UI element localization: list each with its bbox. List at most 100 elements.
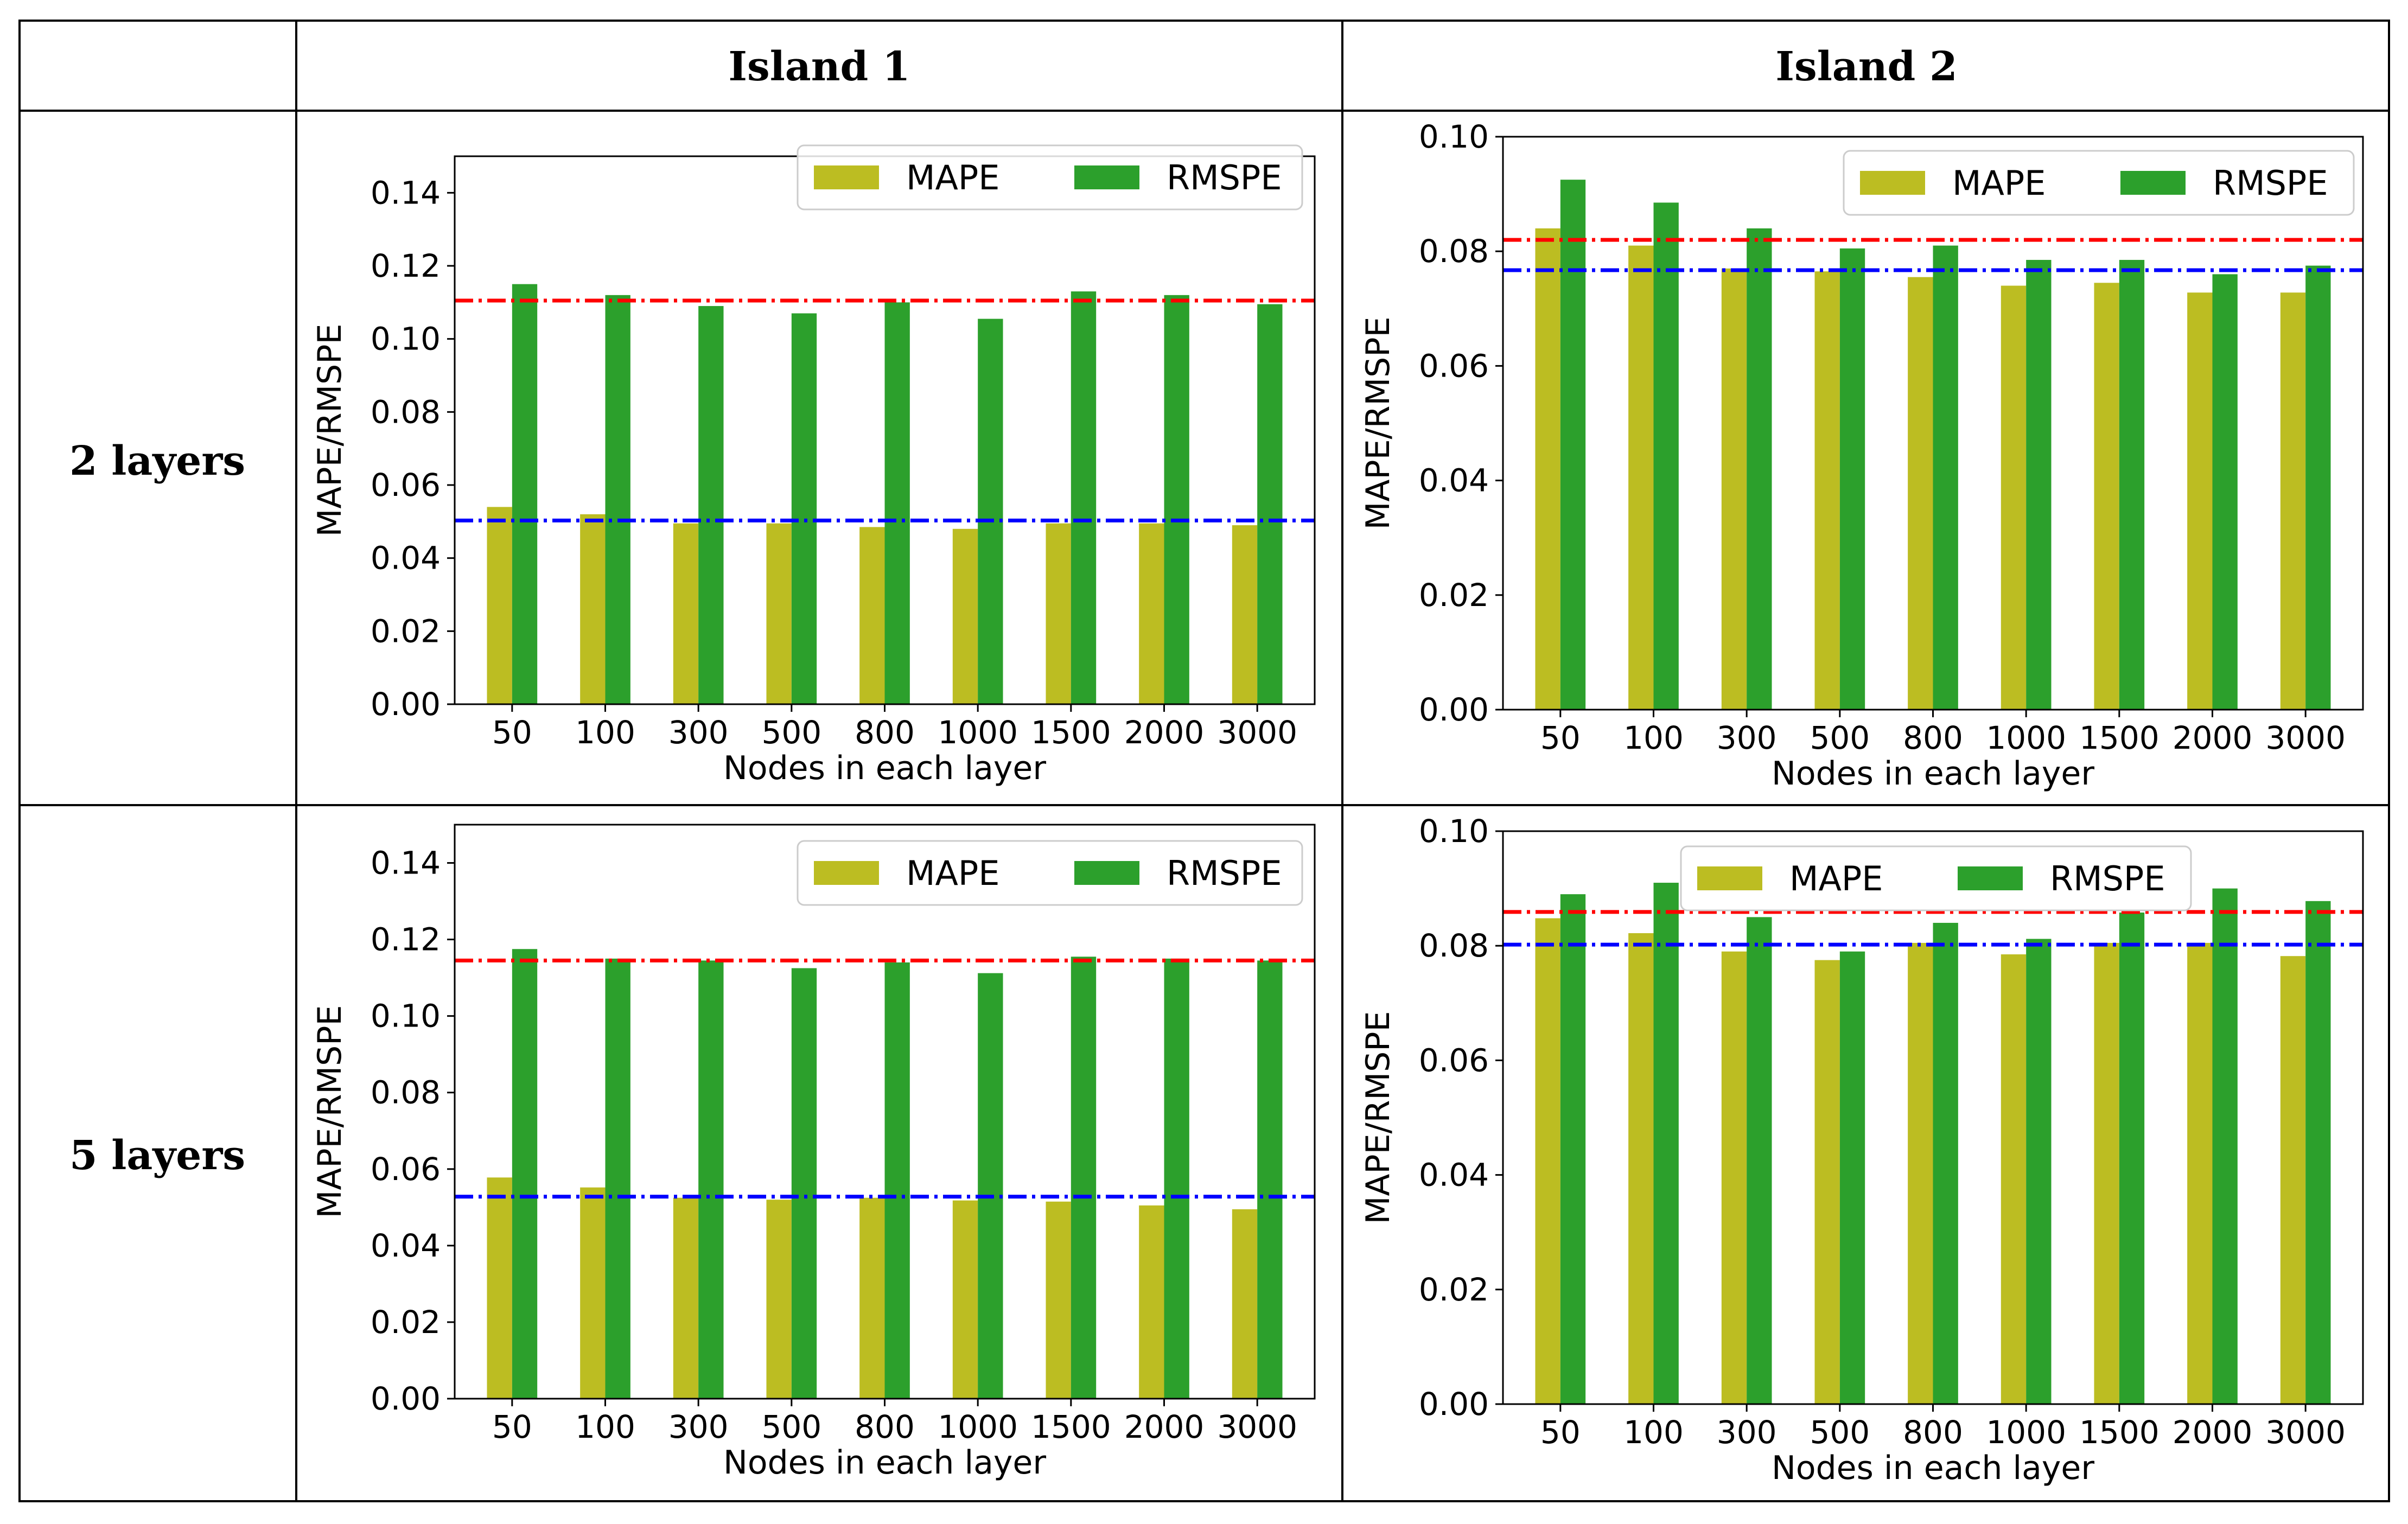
- x-axis-title: Nodes in each layer: [723, 1444, 1046, 1482]
- x-tick-label: 3000: [2265, 1414, 2346, 1451]
- legend-swatch-mape: [1860, 171, 1925, 195]
- x-tick-label: 1500: [1031, 714, 1111, 751]
- mape-bar-50: [1535, 228, 1560, 710]
- mape-bar-800: [859, 527, 885, 704]
- legend-swatch-rmspe: [1074, 165, 1139, 189]
- y-tick-label: 0.12: [371, 921, 441, 958]
- rmspe-bar-2000: [1164, 295, 1189, 704]
- mape-bar-100: [580, 1187, 606, 1399]
- rmspe-bar-100: [605, 958, 630, 1399]
- rmspe-bar-500: [791, 968, 817, 1399]
- mape-bar-50: [487, 507, 512, 704]
- x-tick-label: 1500: [1031, 1408, 1111, 1445]
- legend-label-rmspe: RMSPE: [2050, 859, 2165, 898]
- legend-label-mape: MAPE: [906, 853, 999, 893]
- rmspe-bar-500: [791, 313, 817, 704]
- rmspe-bar-300: [698, 306, 724, 704]
- x-tick-label: 300: [668, 1408, 729, 1445]
- y-axis-title: MAPE/RMSPE: [1359, 317, 1397, 530]
- rmspe-bar-2000: [2212, 888, 2238, 1404]
- legend-box: [1843, 150, 2355, 216]
- y-tick-label: 0.04: [371, 540, 441, 577]
- rmspe-bar-100: [1653, 202, 1679, 710]
- rmspe-bar-300: [1747, 228, 1772, 710]
- mape-bar-2000: [2187, 942, 2213, 1404]
- x-tick-label: 2000: [2173, 1414, 2253, 1451]
- rmspe-bar-100: [1653, 883, 1679, 1404]
- mape-bar-800: [1908, 942, 1933, 1404]
- y-tick-label: 0.04: [371, 1227, 441, 1264]
- rmspe-bar-500: [1839, 248, 1865, 710]
- y-tick-label: 0.08: [1419, 233, 1489, 270]
- rmspe-bar-50: [512, 284, 538, 704]
- y-tick-label: 0.06: [1419, 1042, 1489, 1079]
- x-tick-label: 2000: [2173, 719, 2253, 756]
- rmspe-bar-3000: [1257, 960, 1283, 1399]
- x-tick-label: 50: [492, 714, 532, 751]
- x-tick-label: 3000: [1217, 714, 1297, 751]
- x-tick-label: 500: [1810, 719, 1870, 756]
- mape-bar-100: [1628, 245, 1654, 710]
- x-tick-label: 100: [1623, 719, 1684, 756]
- mape-bar-1500: [2094, 283, 2119, 710]
- y-tick-label: 0.08: [371, 393, 441, 430]
- mape-bar-50: [487, 1177, 512, 1399]
- x-tick-label: 50: [1540, 719, 1581, 756]
- x-tick-label: 1500: [2079, 719, 2159, 756]
- rmspe-bar-800: [884, 302, 910, 704]
- x-axis-title: Nodes in each layer: [723, 749, 1046, 787]
- rmspe-bar-1000: [978, 973, 1003, 1399]
- rmspe-bar-100: [605, 295, 630, 704]
- x-tick-label: 1500: [2079, 1414, 2159, 1451]
- x-axis-title: Nodes in each layer: [1772, 1449, 2094, 1487]
- y-axis-title: MAPE/RMSPE: [311, 1005, 349, 1219]
- mape-bar-100: [580, 514, 606, 704]
- legend-label-rmspe: RMSPE: [2213, 163, 2328, 203]
- legend-box: [1680, 845, 2192, 911]
- mape-bar-300: [1721, 268, 1747, 710]
- rmspe-bar-50: [1560, 894, 1586, 1404]
- y-tick-label: 0.08: [371, 1074, 441, 1111]
- mape-bar-1000: [952, 1200, 978, 1399]
- x-tick-label: 1000: [938, 714, 1018, 751]
- x-axis-title: Nodes in each layer: [1772, 755, 2094, 793]
- mape-bar-100: [1628, 933, 1654, 1404]
- mape-bar-1000: [952, 528, 978, 704]
- y-tick-label: 0.02: [371, 1304, 441, 1341]
- mape-bar-1500: [1046, 1201, 1071, 1399]
- legend-swatch-rmspe: [2120, 171, 2186, 195]
- legend: MAPE RMSPE: [1680, 845, 2192, 911]
- y-tick-label: 0.00: [1419, 1386, 1489, 1423]
- legend-swatch-mape: [814, 861, 879, 885]
- mape-bar-500: [1814, 271, 1840, 710]
- y-tick-label: 0.00: [371, 686, 441, 723]
- legend: MAPE RMSPE: [797, 840, 1303, 906]
- row-header-5-layers: 5 layers: [69, 1132, 245, 1179]
- y-tick-label: 0.10: [371, 321, 441, 358]
- mape-bar-300: [673, 523, 699, 704]
- x-tick-label: 2000: [1124, 714, 1205, 751]
- rmspe-bar-800: [1933, 922, 1958, 1404]
- rmspe-bar-800: [1933, 245, 1958, 710]
- x-tick-label: 2000: [1124, 1408, 1205, 1445]
- legend-label-rmspe: RMSPE: [1167, 158, 1282, 197]
- x-tick-label: 500: [761, 1408, 821, 1445]
- x-tick-label: 1000: [1986, 719, 2066, 756]
- mape-bar-3000: [2280, 292, 2306, 710]
- x-tick-label: 300: [1717, 719, 1777, 756]
- table-grid: [18, 20, 2390, 1502]
- rmspe-bar-500: [1839, 951, 1865, 1404]
- y-tick-label: 0.02: [1419, 1271, 1489, 1308]
- y-tick-label: 0.12: [371, 247, 441, 284]
- x-tick-label: 100: [575, 714, 635, 751]
- x-tick-label: 800: [1903, 719, 1963, 756]
- y-axis-title: MAPE/RMSPE: [311, 324, 349, 537]
- chart-island1-5layers: 0.00 0.02 0.04 0.06 0.08 0.10 0.12 0.14 50 100 300…: [311, 824, 1316, 1482]
- mape-bar-2000: [1139, 523, 1164, 704]
- mape-bar-1000: [2001, 954, 2027, 1404]
- mape-bar-300: [673, 1197, 699, 1399]
- mape-bar-500: [1814, 960, 1840, 1404]
- mape-bar-1500: [1046, 523, 1071, 704]
- y-tick-label: 0.10: [1419, 118, 1489, 155]
